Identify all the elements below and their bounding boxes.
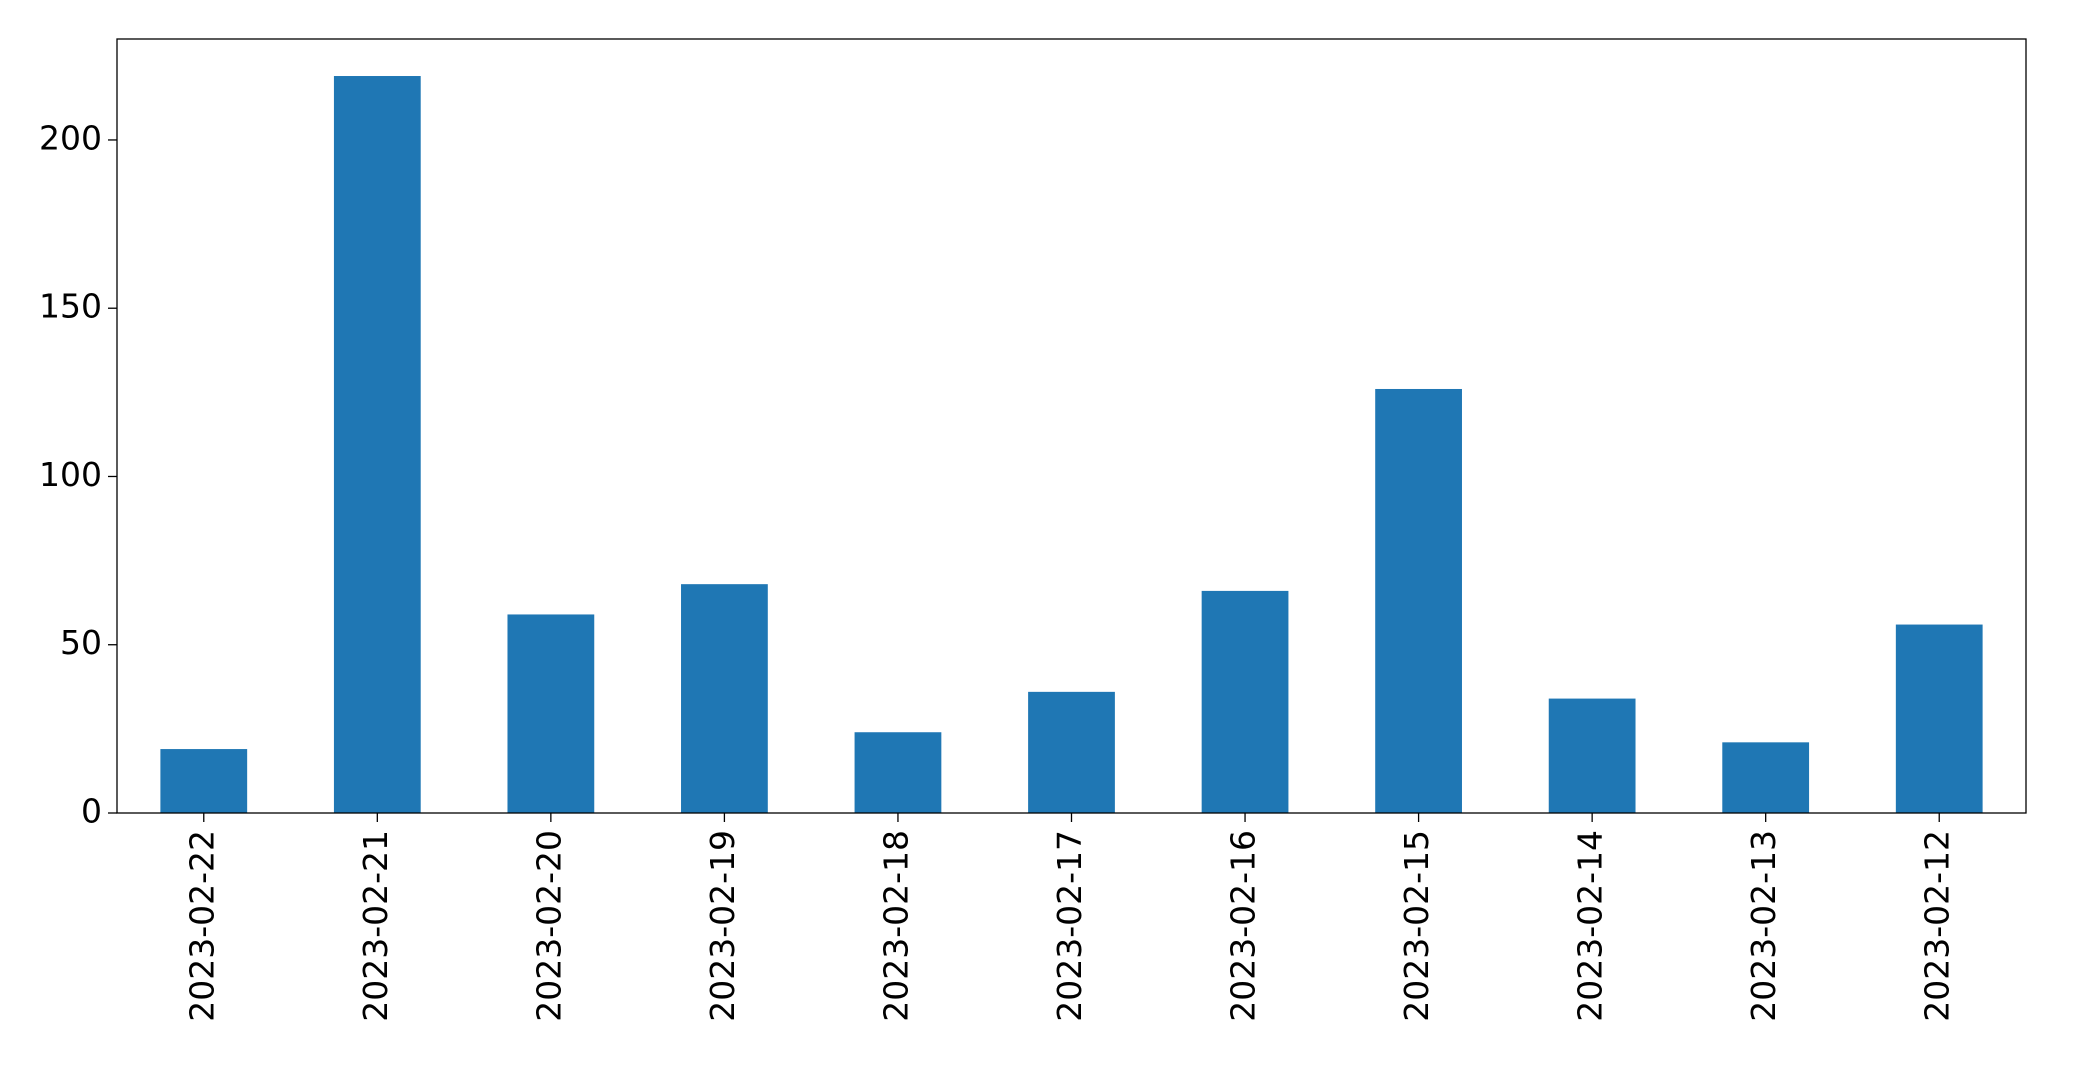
- x-tick-label: 2023-02-15: [1397, 830, 1436, 1022]
- x-tick-label: 2023-02-18: [876, 830, 915, 1022]
- bar: [1028, 691, 1115, 813]
- bar: [1375, 388, 1462, 813]
- bar: [1722, 742, 1810, 813]
- y-tick-label: 100: [39, 455, 102, 494]
- bar: [854, 732, 942, 813]
- bar: [1201, 590, 1289, 813]
- bar: [333, 76, 421, 813]
- bar: [1895, 624, 1983, 813]
- y-tick-label: 0: [81, 792, 102, 831]
- x-tick-label: 2023-02-13: [1744, 830, 1783, 1022]
- y-tick-label: 150: [39, 287, 102, 326]
- y-tick-label: 50: [60, 623, 102, 662]
- bar: [507, 614, 595, 813]
- bar: [160, 749, 248, 813]
- x-tick-label: 2023-02-14: [1571, 830, 1610, 1022]
- y-tick-label: 200: [39, 118, 102, 157]
- x-tick-label: 2023-02-22: [182, 830, 221, 1022]
- x-tick-label: 2023-02-17: [1050, 830, 1089, 1022]
- plot-frame: [116, 38, 2027, 814]
- bar: [681, 584, 768, 813]
- bar: [1548, 698, 1636, 813]
- x-tick-label: 2023-02-21: [356, 830, 395, 1022]
- x-tick-label: 2023-02-12: [1918, 830, 1957, 1022]
- x-tick-label: 2023-02-16: [1224, 830, 1263, 1022]
- x-tick-label: 2023-02-20: [529, 830, 568, 1022]
- x-tick-label: 2023-02-19: [703, 830, 742, 1022]
